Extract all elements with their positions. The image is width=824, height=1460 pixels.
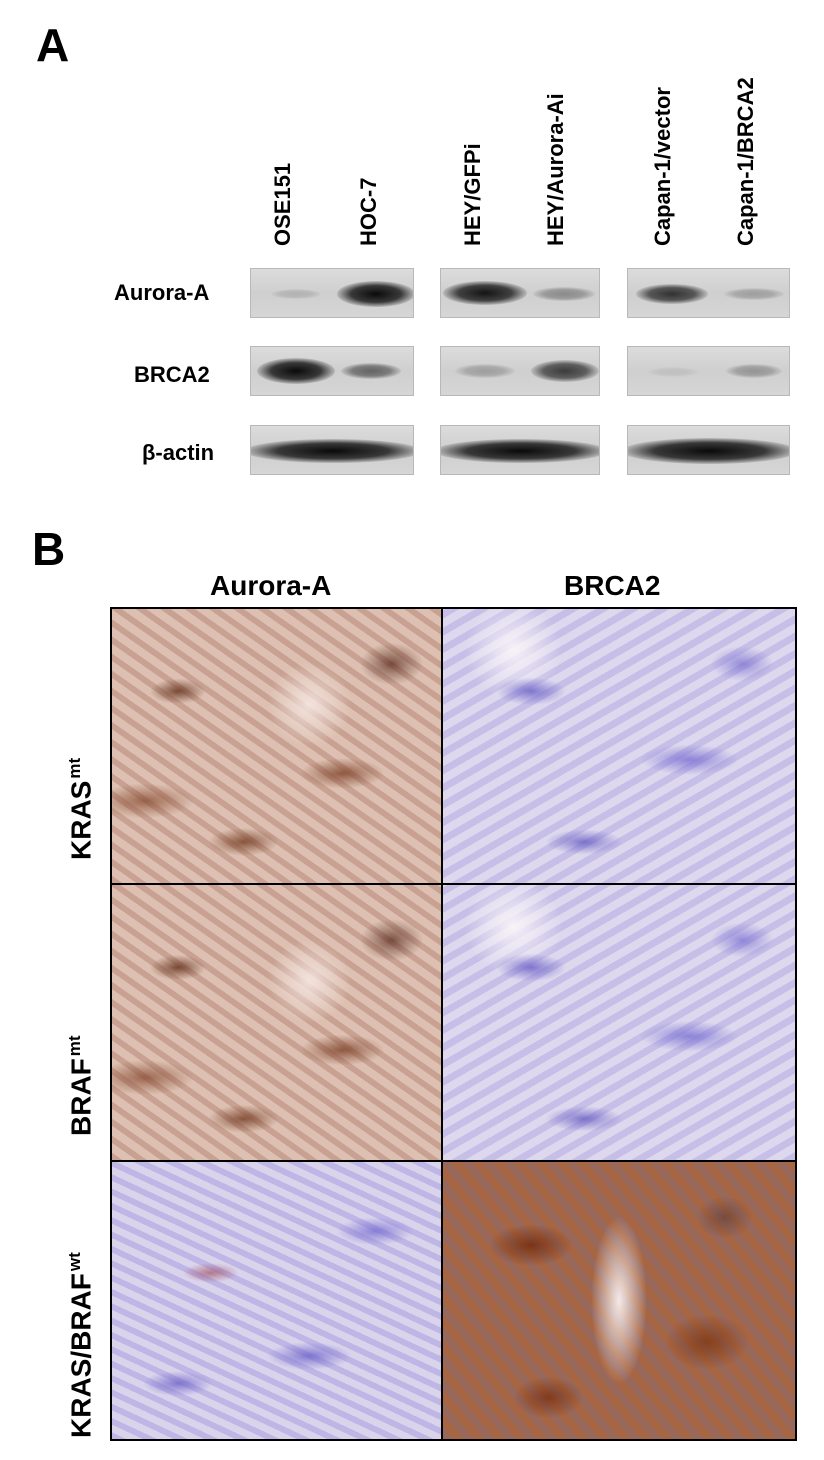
band <box>443 281 527 305</box>
band <box>455 364 515 378</box>
row-label-kras-braf-wt: KRAS/BRAFwt <box>65 1252 97 1438</box>
band <box>341 363 401 379</box>
row-label-base: KRAS <box>65 780 97 860</box>
band <box>724 288 784 300</box>
panel-a-letter: A <box>36 19 70 71</box>
ihc-image-braf-aurora-a <box>112 885 443 1162</box>
panel-b-letter: B <box>32 523 66 575</box>
blot-aurora-a-group3 <box>627 268 790 318</box>
ihc-image-kras-brca2 <box>443 609 795 885</box>
ihc-image-braf-brca2 <box>443 885 795 1162</box>
blot-beta-actin-group1 <box>250 425 414 475</box>
ihc-image-wt-brca2 <box>443 1162 795 1439</box>
band <box>251 439 413 463</box>
band <box>726 364 782 378</box>
blot-aurora-a-group2 <box>440 268 600 318</box>
row-label-braf-mt: BRAFmt <box>65 1035 97 1136</box>
row-label-aurora-a: Aurora-A <box>114 280 210 305</box>
band <box>533 287 595 301</box>
lane-label-hey-gfpi: HEY/GFPi <box>460 143 485 246</box>
band <box>337 281 413 307</box>
row-label-beta-actin: β-actin <box>142 440 215 465</box>
blot-brca2-group3 <box>627 346 790 396</box>
band <box>531 360 599 382</box>
column-header-brca2: BRCA2 <box>564 570 661 601</box>
band <box>271 289 321 299</box>
ihc-image-kras-aurora-a <box>112 609 443 885</box>
ihc-image-wt-aurora-a <box>112 1162 443 1439</box>
lane-label-capan-brca2: Capan-1/BRCA2 <box>733 77 758 246</box>
lane-label-hoc7: HOC-7 <box>356 177 381 246</box>
blot-beta-actin-group3 <box>627 425 790 475</box>
ihc-image-grid <box>110 607 797 1441</box>
band <box>441 439 599 463</box>
row-label-superscript: wt <box>65 1252 84 1272</box>
row-label-brca2: BRCA2 <box>134 362 210 387</box>
band <box>628 438 789 464</box>
row-label-kras-mt: KRASmt <box>65 757 97 860</box>
column-header-aurora-a: Aurora-A <box>210 570 332 601</box>
blot-aurora-a-group1 <box>250 268 414 318</box>
lane-label-hey-aurora-ai: HEY/Aurora-Ai <box>543 93 568 246</box>
blot-brca2-group1 <box>250 346 414 396</box>
row-label-superscript: mt <box>65 757 84 779</box>
row-label-base: KRAS/BRAF <box>65 1273 97 1438</box>
band <box>257 358 335 384</box>
lane-label-ose151: OSE151 <box>270 162 295 246</box>
blot-beta-actin-group2 <box>440 425 600 475</box>
blot-brca2-group2 <box>440 346 600 396</box>
row-label-superscript: mt <box>65 1035 84 1057</box>
row-label-base: BRAF <box>65 1058 97 1136</box>
band <box>636 284 708 304</box>
band <box>648 367 698 377</box>
lane-label-capan-vector: Capan-1/vector <box>650 87 675 246</box>
